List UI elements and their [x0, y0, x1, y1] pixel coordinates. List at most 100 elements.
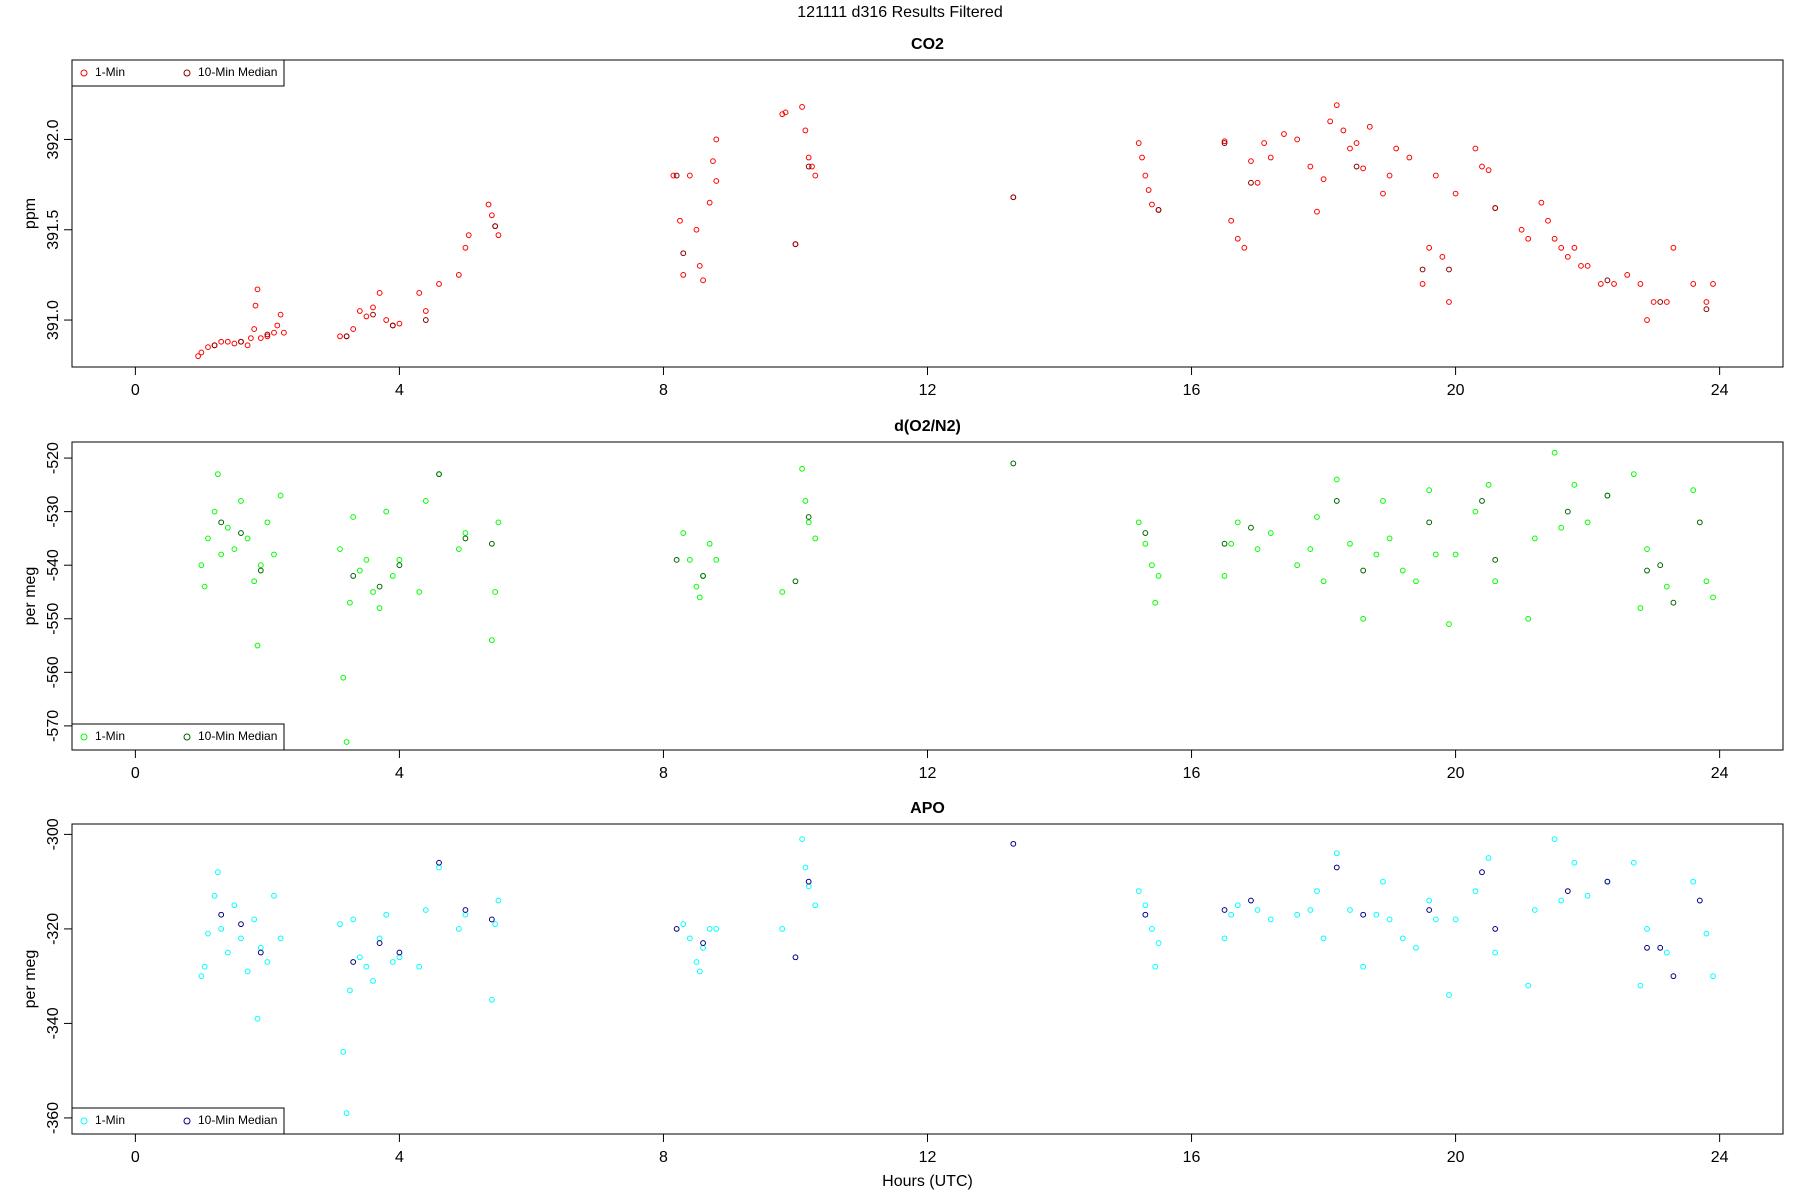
data-point [799, 465, 805, 472]
data-point [1155, 573, 1162, 579]
data-point [363, 963, 370, 970]
data-point [809, 163, 815, 170]
data-point [1386, 172, 1393, 179]
data-point [337, 921, 343, 928]
data-point [277, 935, 284, 942]
data-point [251, 326, 258, 332]
data-point [805, 883, 812, 890]
data-point [376, 940, 383, 946]
data-point [1452, 551, 1459, 558]
data-point [1710, 594, 1716, 601]
plot-frame [71, 441, 1784, 751]
data-point [422, 907, 429, 913]
data-point [1360, 615, 1367, 622]
data-point [1142, 540, 1149, 547]
data-point [337, 546, 343, 553]
data-point [1142, 172, 1149, 179]
data-point [1696, 519, 1703, 526]
data-point [1525, 235, 1532, 242]
data-point [1380, 190, 1386, 197]
data-point [812, 535, 819, 542]
data-point [465, 232, 472, 239]
data-point [1267, 154, 1274, 161]
data-point [680, 272, 687, 278]
data-point [231, 340, 238, 347]
data-point [1426, 907, 1433, 913]
data-point [462, 530, 469, 536]
data-point [1347, 145, 1353, 152]
data-point [264, 959, 271, 965]
x-tick-label: 16 [1183, 1149, 1201, 1166]
data-point [1333, 864, 1340, 871]
data-point [1637, 982, 1644, 989]
data-point [389, 322, 396, 329]
data-point [218, 338, 225, 345]
data-point [422, 317, 429, 323]
data-point [1479, 163, 1485, 170]
data-point [700, 277, 706, 284]
data-point [218, 551, 225, 558]
data-point [1248, 158, 1254, 165]
data-point [257, 944, 264, 951]
data-point [673, 926, 680, 932]
data-point [1472, 888, 1479, 895]
data-point [1419, 281, 1426, 287]
x-tick-label: 20 [1447, 765, 1465, 782]
y-axis-label: per meg [22, 567, 39, 626]
data-point [485, 201, 492, 208]
data-point [1380, 498, 1386, 504]
data-point [277, 492, 284, 499]
data-point [436, 864, 442, 871]
data-point [455, 546, 462, 553]
data-point [495, 897, 502, 904]
data-point [1657, 562, 1664, 569]
data-point [495, 232, 502, 239]
y-tick-label: -530 [45, 496, 62, 528]
data-point [218, 911, 225, 918]
data-point [251, 578, 258, 585]
data-point [363, 556, 370, 563]
data-point [1538, 199, 1545, 206]
data-point [1406, 154, 1413, 161]
data-point [696, 262, 703, 269]
y-tick-label: 392.0 [45, 119, 62, 159]
data-point [1670, 973, 1677, 980]
data-point [1386, 535, 1393, 542]
data-point [238, 530, 244, 536]
legend-label: 10-Min Median [198, 65, 277, 79]
data-point [356, 954, 363, 961]
data-point [1492, 578, 1499, 585]
data-point [224, 524, 231, 531]
data-point [1571, 481, 1578, 488]
data-point [383, 911, 390, 918]
legend-box [71, 59, 285, 87]
data-point [1657, 944, 1664, 951]
data-point [1432, 551, 1439, 558]
data-point [254, 1015, 261, 1022]
data-point [1152, 599, 1159, 606]
legend-marker [183, 69, 191, 77]
y-tick-label: -320 [45, 913, 62, 945]
data-point [422, 498, 429, 504]
data-point [462, 535, 469, 542]
data-point [779, 589, 786, 595]
data-point [1248, 179, 1254, 186]
data-point [462, 244, 469, 251]
data-point [492, 589, 499, 595]
data-point [1644, 926, 1650, 932]
data-point [1228, 540, 1235, 547]
data-point [205, 344, 211, 351]
data-point [198, 973, 205, 980]
data-point [224, 338, 231, 345]
data-point [686, 935, 693, 942]
data-point [799, 836, 805, 843]
data-point [257, 335, 264, 342]
legend-box [71, 723, 285, 751]
data-point [670, 172, 677, 179]
data-point [680, 530, 687, 536]
data-point [1696, 897, 1703, 904]
data-point [1010, 840, 1017, 847]
data-point [1525, 982, 1532, 989]
data-point [205, 535, 211, 542]
